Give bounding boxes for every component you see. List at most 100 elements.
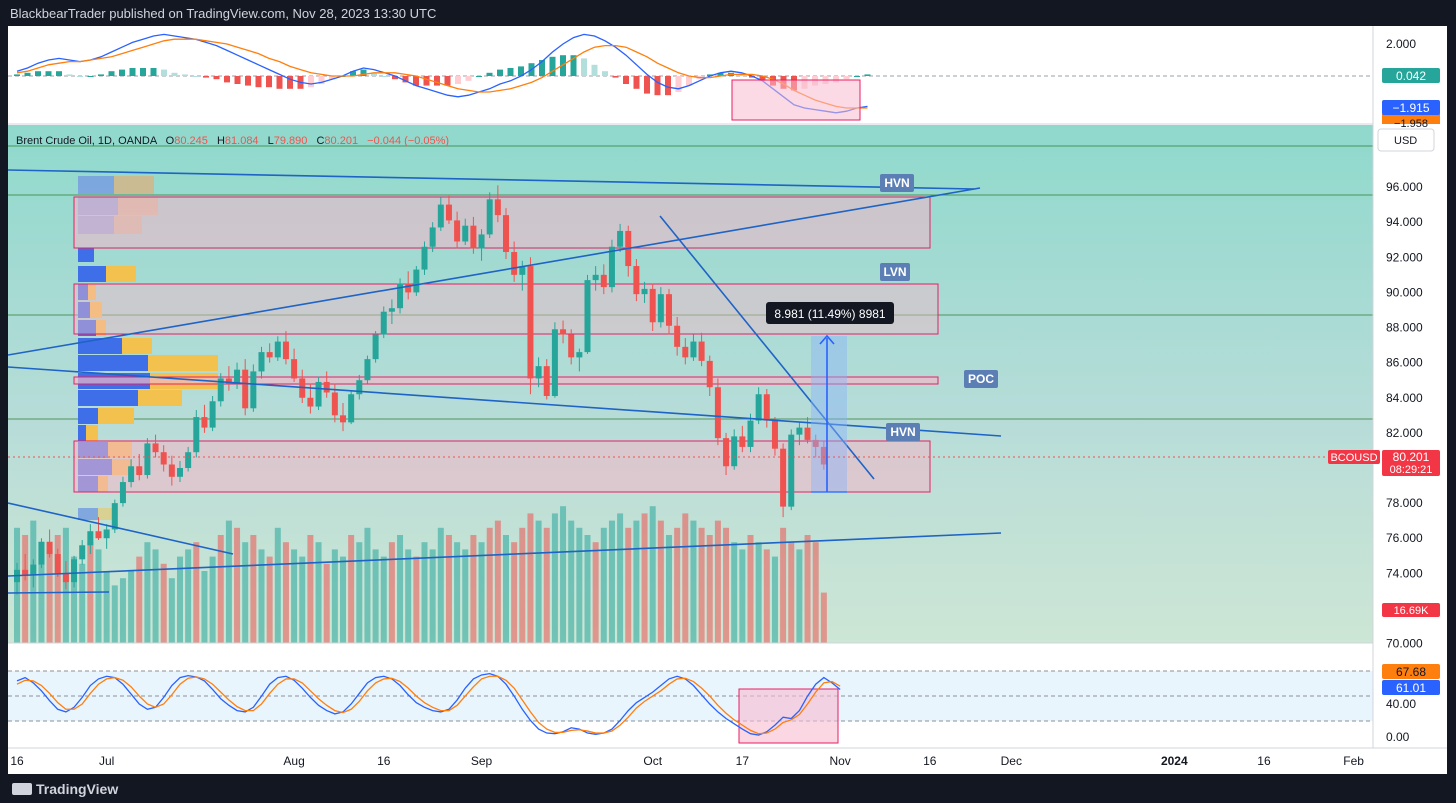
volume-bar [731,542,738,643]
candle-body [209,401,216,428]
vp-bar [78,320,96,336]
poc-zone[interactable] [73,376,939,385]
candle [225,366,232,391]
signal-badge [1382,114,1440,124]
candle-body [812,439,819,447]
volume-bar [714,520,721,643]
vp-bar [78,508,98,520]
macd-hist-bar [707,74,713,76]
legend-symbol: Brent Crude Oil, 1D, OANDA [16,135,158,147]
macd-hist-bar [434,76,440,86]
volume-badge [1382,603,1440,617]
candle-body [193,417,200,453]
vp-bar [78,248,94,262]
stochastic-panel[interactable] [8,670,1373,744]
candle [641,281,648,303]
hvn-label-bottom: HVN [890,425,915,439]
macd-hist-bar [287,76,293,89]
candle-body [494,199,501,216]
trendlines[interactable] [8,169,1002,594]
macd-hist-bar [717,72,724,76]
candle [128,459,135,488]
time-tick: 2024 [1161,754,1188,768]
time-tick: Jul [99,754,114,768]
candle [38,538,45,569]
vp-bar [78,266,106,282]
candle-body [413,269,420,293]
macd-hist-bar [77,76,83,77]
trendline-flat[interactable] [8,591,110,594]
macd-hist-bar [98,74,104,76]
macd-hist-bar [518,66,524,76]
trendline-top[interactable] [8,169,975,190]
candle-body [38,541,45,565]
vp-bar [90,302,102,318]
candle [657,287,664,328]
candle-body [551,329,558,397]
trendline-support[interactable] [8,532,1002,577]
macd-hist-bar [45,71,52,76]
candle-body [511,252,518,275]
candle [682,338,689,365]
price-axis[interactable]: 2.000 0.042 −1.958 −1.915 USD 70.00072.0… [1372,26,1447,748]
time-tick: 16 [923,754,937,768]
measure-box[interactable] [811,336,847,492]
macd-line [16,33,868,114]
stoch-k-value: 61.01 [1396,681,1426,695]
candle [584,274,591,354]
tradingview-logo[interactable]: TradingView [12,781,118,797]
macd-hist-bar [171,72,178,76]
volume-bar [299,556,306,643]
countdown: 08:29:21 [1390,464,1433,476]
hvn-zone-bottom[interactable] [73,440,931,493]
trendline-rising[interactable] [8,187,981,356]
candle [796,422,803,446]
legend-o-label: O [166,135,175,147]
price-panel[interactable]: 8.981 (11.49%) 8981 HVN LVN POC HVN Bren… [8,125,1373,643]
volume-bar [543,527,550,643]
time-tick: Oct [643,754,662,768]
price-tick: 82.000 [1386,426,1423,440]
chart-frame[interactable]: 8.981 (11.49%) 8981 HVN LVN POC HVN Bren… [8,26,1447,774]
zone-boxes[interactable] [73,196,939,493]
macd-hist-bar [350,71,356,76]
vp-bar [78,390,138,406]
volume-bar [136,556,143,643]
candle-body [584,280,591,353]
candle [462,218,469,245]
candle [755,387,762,425]
candle [576,348,583,372]
macd-highlight-box[interactable] [731,79,861,121]
candle [397,278,404,314]
measure-label: 8.981 (11.49%) 8981 [774,307,886,321]
volume-bar [584,535,591,643]
hvn-zone-top[interactable] [73,196,931,249]
time-tick: 16 [10,754,24,768]
macd-hist-bar [182,74,188,76]
candle-body [315,381,322,407]
volume-value: 16.69K [1394,605,1430,617]
candle-body [79,545,86,560]
trendline-early[interactable] [8,502,234,555]
candle [747,413,754,453]
candle-body [266,352,273,358]
chart-canvas[interactable]: 8.981 (11.49%) 8981 HVN LVN POC HVN Bren… [8,26,1447,774]
macd-hist-bar [255,76,262,88]
macd-hist-bar [276,76,283,89]
macd-hist-bar [161,69,167,76]
volume-bar [258,549,265,643]
time-tick: Nov [829,754,850,768]
candle-body [755,394,762,421]
time-axis[interactable]: 16JulAug16SepOct17Nov16Dec202416FebMar [8,747,1447,774]
trendline-steep[interactable] [659,215,875,480]
trendline-falling-long[interactable] [8,366,1002,437]
volume-bar [666,535,672,643]
volume-bar [71,556,78,643]
candle-body [274,341,281,358]
volume-bar [527,513,534,643]
price-tick: 78.000 [1386,496,1423,510]
volume-bar [763,549,770,643]
currency-selector[interactable] [1377,128,1435,152]
volume-bar [429,549,436,643]
price-range-measure[interactable]: 8.981 (11.49%) 8981 [766,302,894,493]
